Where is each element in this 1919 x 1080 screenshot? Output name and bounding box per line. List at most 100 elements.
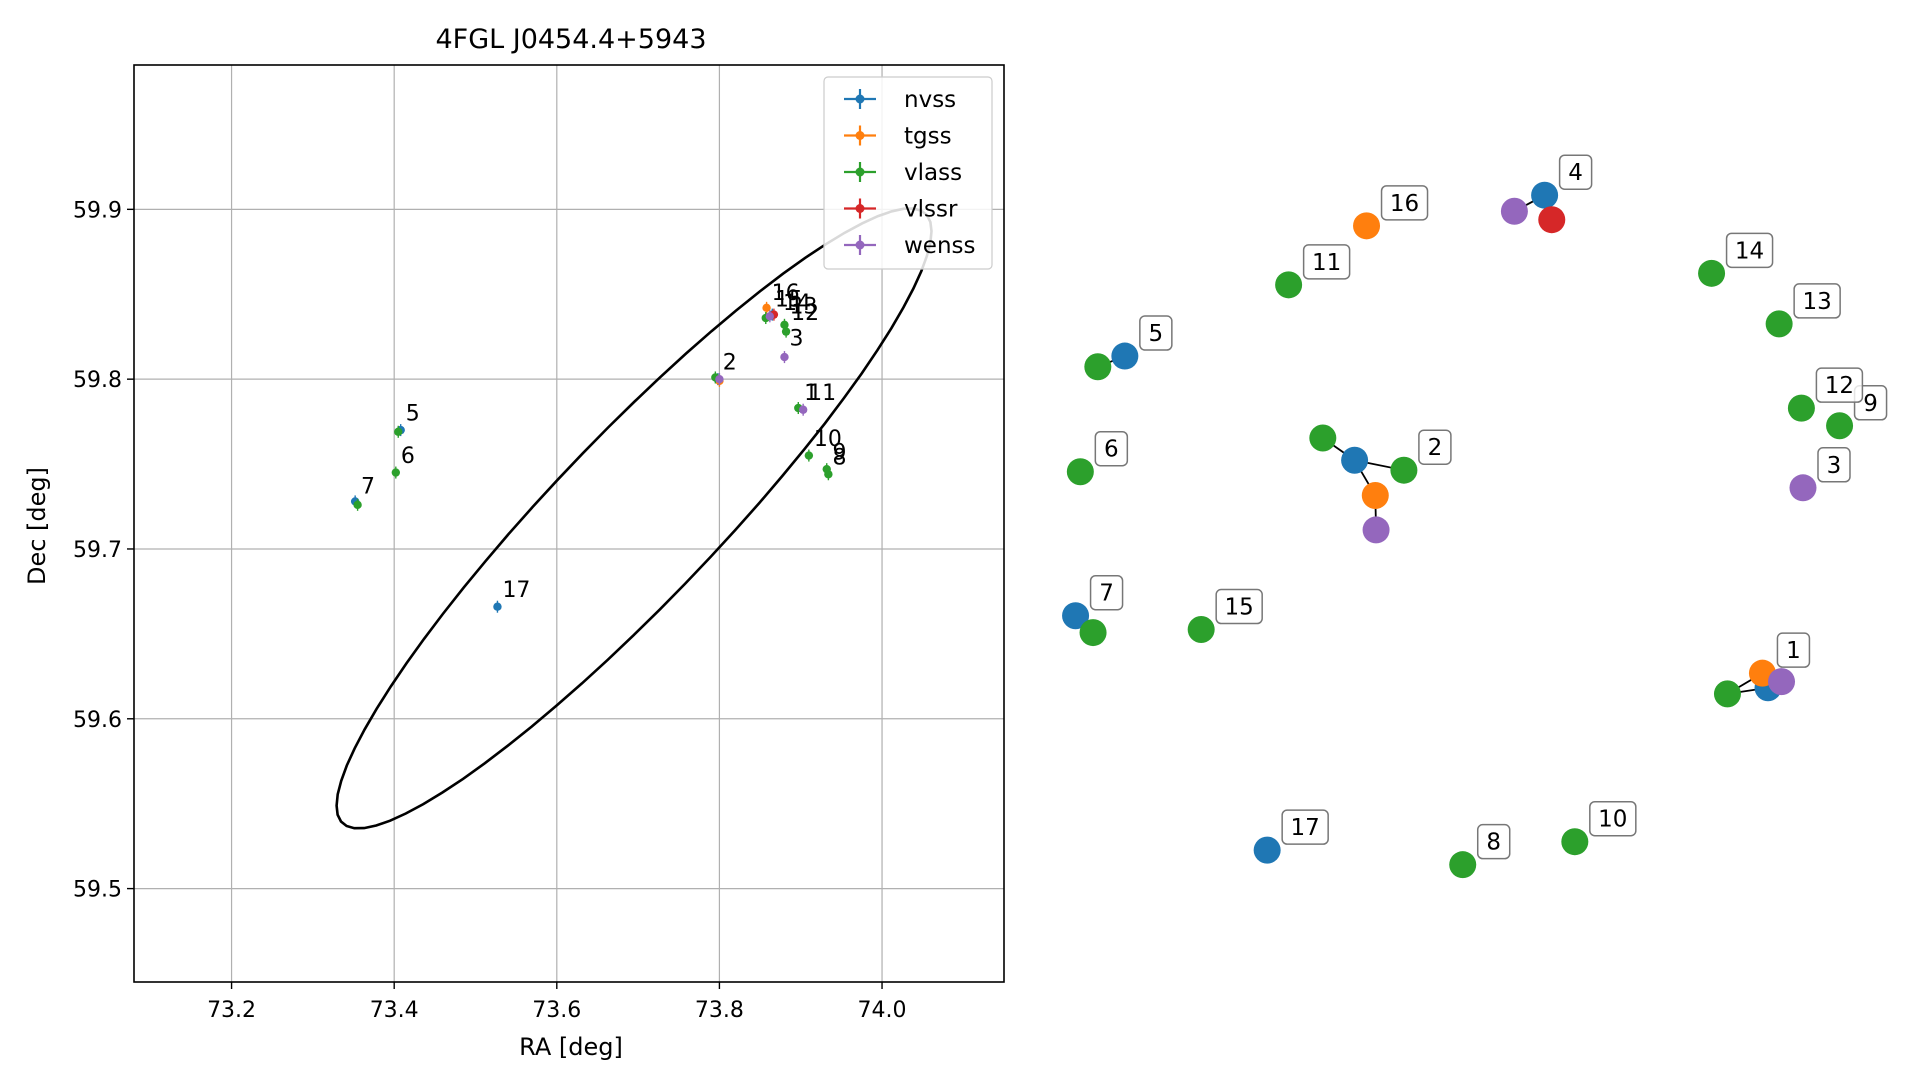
network-node-wenss bbox=[1362, 516, 1390, 544]
network-node-nvss bbox=[1111, 342, 1139, 370]
point-wenss bbox=[798, 403, 808, 416]
x-tick-label: 74.0 bbox=[858, 998, 907, 1023]
node-label: 5 bbox=[1149, 321, 1164, 347]
legend-entry-vlass: vlass bbox=[844, 160, 962, 186]
network-node-vlass bbox=[1713, 680, 1741, 708]
node-label-box: 14 bbox=[1725, 232, 1774, 269]
network-node-vlass bbox=[1826, 412, 1854, 440]
network-node-vlssr bbox=[1538, 206, 1566, 234]
point-wenss bbox=[765, 310, 775, 323]
node-label: 14 bbox=[1735, 238, 1764, 264]
x-tick-label: 73.2 bbox=[207, 998, 256, 1023]
node-label-box: 13 bbox=[1793, 283, 1841, 319]
chart-title: 4FGL J0454.4+5943 bbox=[435, 24, 706, 55]
point-vlass bbox=[391, 466, 401, 479]
network-node-vlass bbox=[1449, 851, 1477, 879]
node-label-box: 17 bbox=[1281, 809, 1329, 845]
node-label-box: 8 bbox=[1476, 823, 1511, 860]
network-node-vlass bbox=[1698, 259, 1726, 287]
node-label: 9 bbox=[1863, 391, 1878, 417]
legend: nvss tgss vlass vlssr wenss bbox=[823, 76, 993, 270]
point-label: 14 bbox=[783, 291, 811, 316]
point-label: 17 bbox=[502, 578, 530, 603]
y-tick-label: 59.6 bbox=[73, 708, 122, 733]
network-node-wenss bbox=[1500, 197, 1528, 225]
x-tick-label: 73.6 bbox=[532, 998, 581, 1023]
point-vlass bbox=[824, 468, 833, 481]
network-nodes bbox=[1062, 181, 1854, 879]
point-vlass bbox=[781, 325, 791, 338]
point-label: 7 bbox=[361, 474, 375, 499]
node-label: 11 bbox=[1312, 250, 1341, 276]
network-node-vlass bbox=[1066, 458, 1094, 486]
network-node-vlass bbox=[1390, 456, 1418, 484]
node-label-box: 6 bbox=[1094, 430, 1129, 467]
point-label: 11 bbox=[808, 381, 836, 406]
y-tick-label: 59.9 bbox=[73, 198, 122, 223]
network-node-vlass bbox=[1079, 619, 1107, 647]
legend-label: vlass bbox=[904, 160, 962, 186]
localization-ellipse bbox=[335, 207, 933, 830]
node-label: 12 bbox=[1825, 373, 1854, 399]
node-label-box: 4 bbox=[1558, 154, 1593, 190]
network-node-tgss bbox=[1361, 481, 1389, 509]
network-node-nvss bbox=[1531, 181, 1559, 209]
node-label-box: 15 bbox=[1215, 588, 1263, 625]
point-vlass bbox=[353, 498, 362, 511]
point-label: 9 bbox=[833, 440, 847, 465]
network-node-vlass bbox=[1187, 616, 1215, 644]
point-label: 13 bbox=[789, 294, 817, 319]
node-label: 10 bbox=[1598, 807, 1627, 833]
node-label: 4 bbox=[1568, 160, 1583, 186]
network-node-vlass bbox=[1275, 271, 1303, 299]
network-node-vlass bbox=[1765, 310, 1793, 338]
y-axis-label: Dec [deg] bbox=[23, 467, 51, 585]
point-label: 8 bbox=[833, 446, 847, 471]
node-label: 2 bbox=[1428, 435, 1443, 461]
point-label: 16 bbox=[772, 281, 800, 306]
point-label: 10 bbox=[814, 427, 842, 452]
node-label: 13 bbox=[1802, 289, 1831, 315]
network-node-vlass bbox=[1787, 394, 1815, 422]
node-label-box: 11 bbox=[1302, 244, 1351, 280]
legend-box bbox=[823, 76, 993, 270]
node-label-box: 3 bbox=[1817, 447, 1851, 483]
point-label: 1 bbox=[804, 381, 818, 406]
y-tick-label: 59.5 bbox=[73, 878, 122, 903]
node-label: 8 bbox=[1486, 830, 1501, 856]
x-tick-label: 73.4 bbox=[370, 998, 419, 1023]
legend-label: tgss bbox=[904, 124, 952, 150]
plot-frame bbox=[133, 64, 1005, 983]
node-label: 15 bbox=[1225, 595, 1254, 621]
node-label: 6 bbox=[1104, 437, 1119, 463]
network-node-tgss bbox=[1353, 212, 1381, 240]
point-vlass bbox=[394, 425, 403, 438]
legend-label: wenss bbox=[904, 233, 976, 259]
network-node-vlass bbox=[1561, 828, 1589, 856]
legend-entry-vlssr: vlssr bbox=[844, 197, 958, 223]
point-vlass bbox=[804, 449, 814, 462]
network-node-vlass bbox=[1084, 353, 1112, 381]
legend-entry-nvss: nvss bbox=[844, 87, 956, 113]
network-node-nvss bbox=[1062, 602, 1090, 630]
axis-ticks: 73.2 73.4 73.6 73.8 74.0 59.5 59.6 59.7 59.8 59.9 bbox=[73, 198, 907, 1023]
network-node-wenss bbox=[1768, 668, 1796, 696]
point-label: 12 bbox=[791, 301, 819, 326]
node-label: 16 bbox=[1390, 191, 1419, 217]
scatter-plot-panel: 4FGL J0454.4+5943 1615141312321111098567… bbox=[23, 24, 1005, 1061]
node-label: 1 bbox=[1786, 638, 1801, 664]
network-node-nvss bbox=[1341, 446, 1369, 474]
x-tick-label: 73.8 bbox=[695, 998, 744, 1023]
point-label: 3 bbox=[789, 327, 803, 352]
point-label: 15 bbox=[775, 288, 803, 313]
uncertainty-ellipse bbox=[335, 207, 933, 830]
node-label-box: 2 bbox=[1418, 429, 1452, 465]
point-wenss bbox=[780, 351, 789, 364]
node-label-box: 5 bbox=[1139, 315, 1173, 351]
node-label-box: 1 bbox=[1776, 632, 1811, 668]
node-label-box: 10 bbox=[1589, 800, 1637, 837]
point-label: 2 bbox=[723, 350, 737, 375]
